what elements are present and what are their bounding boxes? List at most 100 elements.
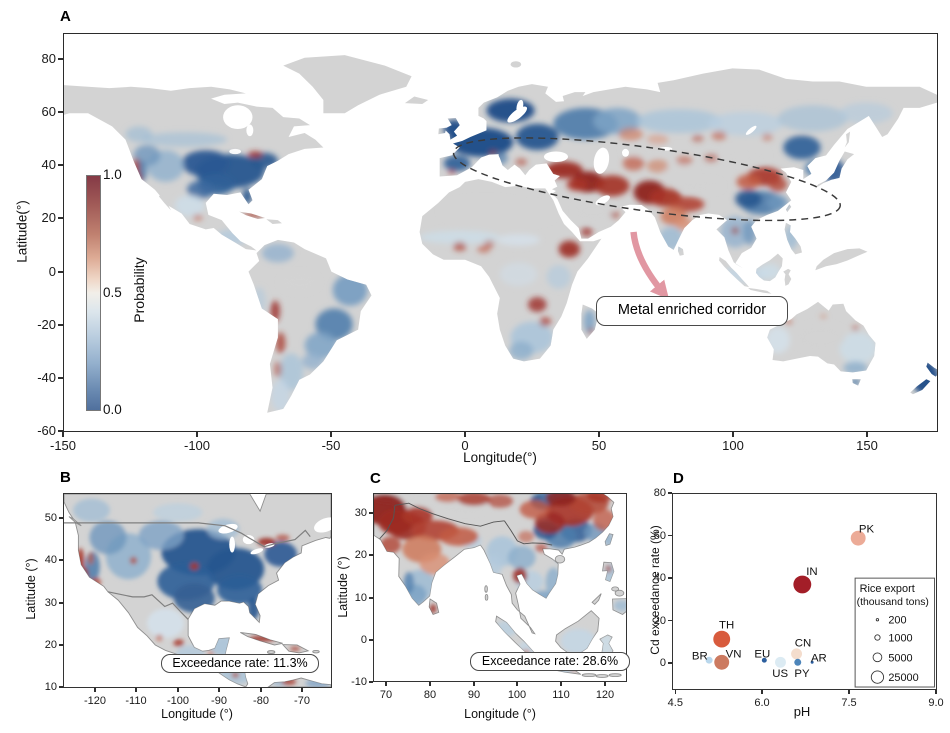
- tick-label: 0: [360, 634, 367, 646]
- colorbar-tick-min: 0.0: [103, 402, 122, 417]
- tick-label: -120: [83, 695, 107, 707]
- legend-size-label: 25000: [888, 672, 918, 684]
- tick-mark: [59, 686, 63, 688]
- tick-label: 50: [591, 438, 607, 453]
- legend-size-label: 1000: [888, 632, 912, 644]
- tick-mark: [58, 271, 63, 273]
- scatter-point-vn: [714, 654, 730, 670]
- corridor-dashed-ellipse: [452, 137, 841, 222]
- point-label-in: IN: [806, 566, 817, 578]
- tick-mark: [58, 217, 63, 219]
- panel-a-x-title: Longitude(°): [463, 450, 537, 465]
- panel-b-exceedance-callout: Exceedance rate: 11.3%: [161, 654, 319, 673]
- north-america-heatmap: [64, 494, 331, 687]
- tick-mark: [369, 512, 373, 514]
- tick-label: 40: [653, 572, 666, 584]
- metal-corridor-callout: Metal enriched corridor: [596, 296, 788, 326]
- panel-b-label: B: [60, 469, 71, 486]
- tick-label: 30: [354, 507, 367, 519]
- tick-mark: [674, 690, 676, 694]
- tick-mark: [94, 688, 96, 692]
- tick-label: 60: [653, 529, 666, 542]
- tick-label: -100: [166, 695, 190, 707]
- scatter-point-ar: [810, 660, 814, 664]
- tick-mark: [604, 682, 606, 686]
- tick-mark: [761, 690, 763, 694]
- legend-circle-5000: [872, 652, 883, 663]
- scatter-point-cn: [791, 648, 803, 660]
- panel-d-label: D: [673, 470, 684, 487]
- tick-mark: [196, 432, 198, 437]
- tick-mark: [59, 644, 63, 646]
- tick-mark: [135, 688, 137, 692]
- point-label-pk: PK: [859, 524, 875, 536]
- probability-heat-layer: [374, 494, 626, 675]
- inland-water: [223, 99, 757, 206]
- world-heatmap: [64, 55, 937, 413]
- tick-label: 40: [44, 554, 57, 566]
- tick-label: 30: [44, 597, 57, 609]
- panel-c-x-title: Longitude (°): [464, 707, 536, 721]
- tick-label: 80: [423, 689, 437, 701]
- tick-mark: [560, 682, 562, 686]
- panel-d-scatter: BR TH VN EU US CN PY AR IN PK Rice export (thousand…: [672, 493, 937, 690]
- country-borders: [64, 522, 311, 620]
- tick-label: 4.5: [667, 697, 683, 709]
- scatter-point-py: [794, 658, 802, 666]
- point-label-us: US: [772, 668, 788, 680]
- tick-label: -60: [37, 423, 56, 438]
- scatter-point-th: [713, 630, 731, 648]
- land: [64, 494, 331, 687]
- legend-circle-1000: [874, 634, 881, 641]
- tick-mark: [668, 577, 672, 579]
- panel-a-y-title: Latitude(°): [14, 200, 30, 263]
- tick-label: -100: [183, 438, 211, 453]
- panel-c-y-title: Latitude (°): [336, 556, 350, 618]
- point-label-cn: CN: [795, 637, 811, 649]
- tick-label: -40: [37, 370, 56, 385]
- tick-label: 0: [659, 657, 666, 669]
- legend-circle-200: [875, 618, 880, 622]
- tick-label: 20: [44, 639, 57, 651]
- tick-label: -20: [37, 317, 56, 332]
- tick-mark: [866, 432, 868, 437]
- tick-mark: [732, 432, 734, 437]
- tick-label: 20: [653, 614, 666, 627]
- scatter-point-eu: [761, 657, 767, 663]
- panel-c-label: C: [370, 470, 381, 487]
- tick-label: 40: [41, 157, 56, 172]
- tick-mark: [464, 432, 466, 437]
- scatter-point-us: [775, 656, 786, 668]
- colorbar-tick-mid: 0.5: [103, 285, 122, 300]
- panel-d-x-title: pH: [793, 704, 811, 719]
- tick-label: 9.0: [928, 697, 944, 709]
- tick-label: -90: [211, 695, 227, 707]
- tick-mark: [668, 492, 672, 494]
- tick-mark: [58, 164, 63, 166]
- tick-label: 50: [44, 512, 57, 524]
- legend-circle-25000: [870, 670, 885, 684]
- tick-label: -10: [351, 676, 367, 688]
- tick-mark: [369, 639, 373, 641]
- tick-label: 7.5: [841, 697, 857, 709]
- tick-mark: [59, 559, 63, 561]
- tick-mark: [848, 690, 850, 694]
- tick-mark: [58, 111, 63, 113]
- tick-label: 100: [507, 689, 527, 701]
- panel-b-na-map: [63, 493, 332, 688]
- tick-mark: [369, 597, 373, 599]
- tick-label: 150: [856, 438, 878, 453]
- corridor-arrow: [630, 231, 670, 300]
- tick-label: -50: [321, 438, 341, 453]
- tick-mark: [59, 602, 63, 604]
- tick-mark: [668, 662, 672, 664]
- point-label-th: TH: [719, 620, 734, 632]
- scatter-point-in: [793, 575, 812, 594]
- tick-label: 6.0: [754, 697, 770, 709]
- probability-colorbar: [86, 175, 101, 411]
- tick-mark: [598, 432, 600, 437]
- tick-label: 10: [44, 681, 57, 693]
- tick-label: -70: [294, 695, 310, 707]
- tick-label: 80: [653, 487, 666, 499]
- tick-mark: [429, 682, 431, 686]
